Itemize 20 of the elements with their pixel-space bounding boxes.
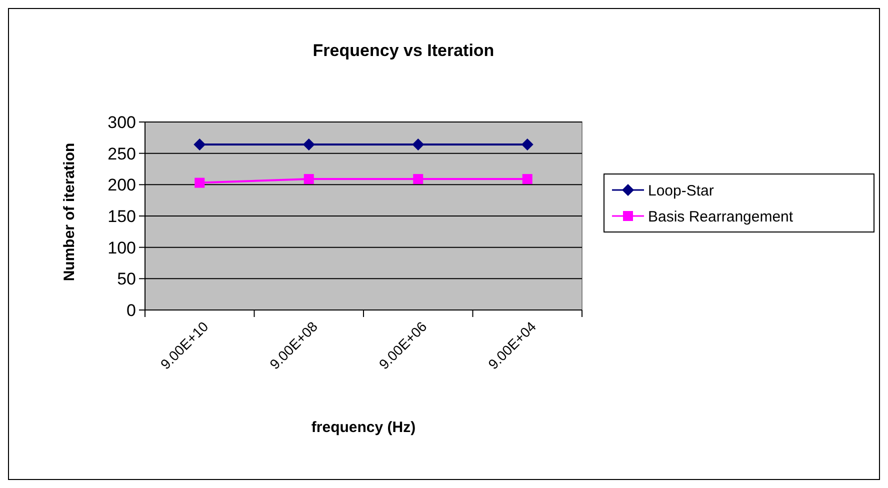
y-tick-label: 100: [108, 238, 136, 258]
y-tick-label: 250: [108, 144, 136, 164]
x-axis-title: frequency (Hz): [311, 419, 416, 436]
point: [522, 174, 532, 184]
point: [521, 138, 534, 151]
y-tick-label: 0: [126, 300, 136, 320]
legend-label: Basis Rearrangement: [648, 208, 794, 226]
legend-label: Loop-Star: [648, 182, 714, 200]
point: [194, 178, 205, 188]
y-tick-label: 300: [108, 112, 136, 132]
y-tick-label: 50: [117, 270, 136, 289]
y-axis-title: Number of iteration: [61, 142, 78, 282]
point: [412, 138, 424, 151]
y-tick-label: 200: [108, 176, 136, 195]
point: [302, 138, 315, 151]
y-tick-label: 150: [108, 206, 136, 226]
point: [194, 138, 206, 151]
chart-title: Frequency vs Iteration: [312, 41, 494, 60]
point: [304, 174, 314, 184]
point: [413, 174, 424, 184]
